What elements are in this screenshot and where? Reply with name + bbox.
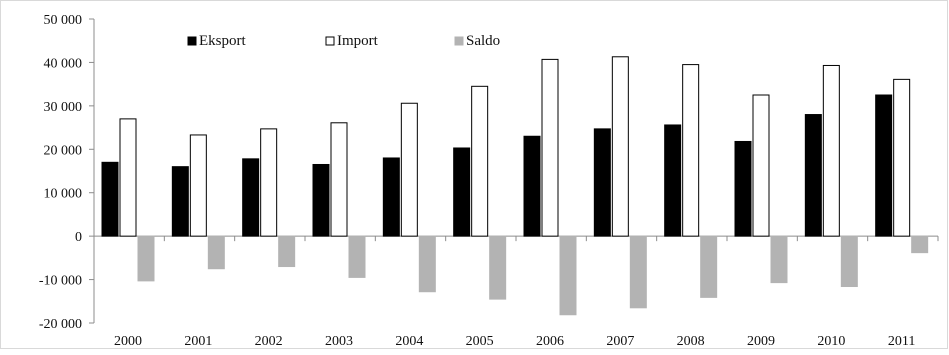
bar-import-2010 bbox=[822, 64, 840, 237]
x-tick-label: 2004 bbox=[395, 334, 423, 349]
bar-eksport-2008 bbox=[664, 124, 682, 237]
bar-saldo-2000 bbox=[137, 235, 155, 282]
bar-import-2005 bbox=[471, 85, 489, 237]
y-tick-label: 50 000 bbox=[44, 13, 83, 28]
bar-eksport-2001 bbox=[171, 166, 189, 237]
bar-eksport-2005 bbox=[453, 147, 471, 237]
x-tick-label: 2009 bbox=[747, 334, 775, 349]
legend: Eksport Import Saldo bbox=[187, 33, 500, 49]
bar-import-2000 bbox=[119, 118, 137, 237]
legend-swatch-eksport bbox=[187, 36, 197, 46]
bar-eksport-2010 bbox=[804, 114, 822, 237]
bar-saldo-2001 bbox=[207, 235, 225, 270]
bar-saldo-2005 bbox=[489, 235, 507, 300]
x-tick-label: 2003 bbox=[325, 334, 353, 349]
y-tick-label: 0 bbox=[75, 230, 82, 245]
y-tick-label: -20 000 bbox=[39, 317, 82, 332]
axes: 50 000 40 000 30 000 20 000 10 000 0 -10 000 -2… bbox=[39, 13, 939, 349]
bar-eksport-2003 bbox=[312, 163, 330, 237]
x-tick-label: 2006 bbox=[536, 334, 564, 349]
bar-import-2001 bbox=[189, 134, 207, 237]
x-tick-label: 2001 bbox=[184, 334, 212, 349]
y-tick-label: 40 000 bbox=[44, 56, 83, 71]
bar-saldo-2002 bbox=[278, 235, 296, 268]
legend-label-import: Import bbox=[337, 33, 379, 49]
bar-saldo-2011 bbox=[911, 235, 929, 254]
bar-saldo-2009 bbox=[770, 235, 788, 284]
bar-import-2007 bbox=[611, 56, 629, 237]
x-tick-label: 2007 bbox=[606, 334, 634, 349]
bar-saldo-2007 bbox=[629, 235, 647, 309]
legend-swatch-import bbox=[325, 36, 335, 46]
y-tick-label: -10 000 bbox=[39, 274, 82, 289]
y-tick-label: 20 000 bbox=[44, 143, 83, 158]
x-tick-label: 2010 bbox=[817, 334, 845, 349]
x-tick-label: 2005 bbox=[466, 334, 494, 349]
x-tick-label: 2008 bbox=[677, 334, 705, 349]
bar-eksport-2000 bbox=[101, 161, 119, 237]
bar-eksport-2011 bbox=[875, 94, 893, 237]
bar-import-2011 bbox=[893, 78, 911, 237]
x-tick-label: 2000 bbox=[114, 334, 142, 349]
bar-import-2003 bbox=[330, 122, 348, 237]
legend-label-saldo: Saldo bbox=[466, 33, 500, 49]
bar-saldo-2004 bbox=[418, 235, 436, 293]
bar-saldo-2008 bbox=[700, 235, 718, 298]
bars bbox=[101, 56, 929, 316]
legend-swatch-saldo bbox=[454, 36, 464, 46]
x-tick-label: 2011 bbox=[888, 334, 915, 349]
legend-label-eksport: Eksport bbox=[199, 33, 246, 49]
y-tick-label: 10 000 bbox=[44, 187, 83, 202]
bar-import-2009 bbox=[752, 94, 770, 237]
bar-import-2008 bbox=[682, 64, 700, 237]
bar-saldo-2003 bbox=[348, 235, 366, 278]
bar-import-2006 bbox=[541, 58, 559, 237]
bar-import-2004 bbox=[400, 102, 418, 237]
bar-eksport-2004 bbox=[382, 157, 400, 237]
y-tick-label: 30 000 bbox=[44, 100, 83, 115]
bar-eksport-2007 bbox=[593, 128, 611, 237]
bar-eksport-2009 bbox=[734, 140, 752, 237]
x-tick-label: 2002 bbox=[255, 334, 283, 349]
bar-saldo-2010 bbox=[840, 235, 858, 288]
bar-saldo-2006 bbox=[559, 235, 577, 316]
bar-import-2002 bbox=[260, 128, 278, 237]
bar-eksport-2006 bbox=[523, 135, 541, 237]
bar-eksport-2002 bbox=[242, 158, 260, 237]
